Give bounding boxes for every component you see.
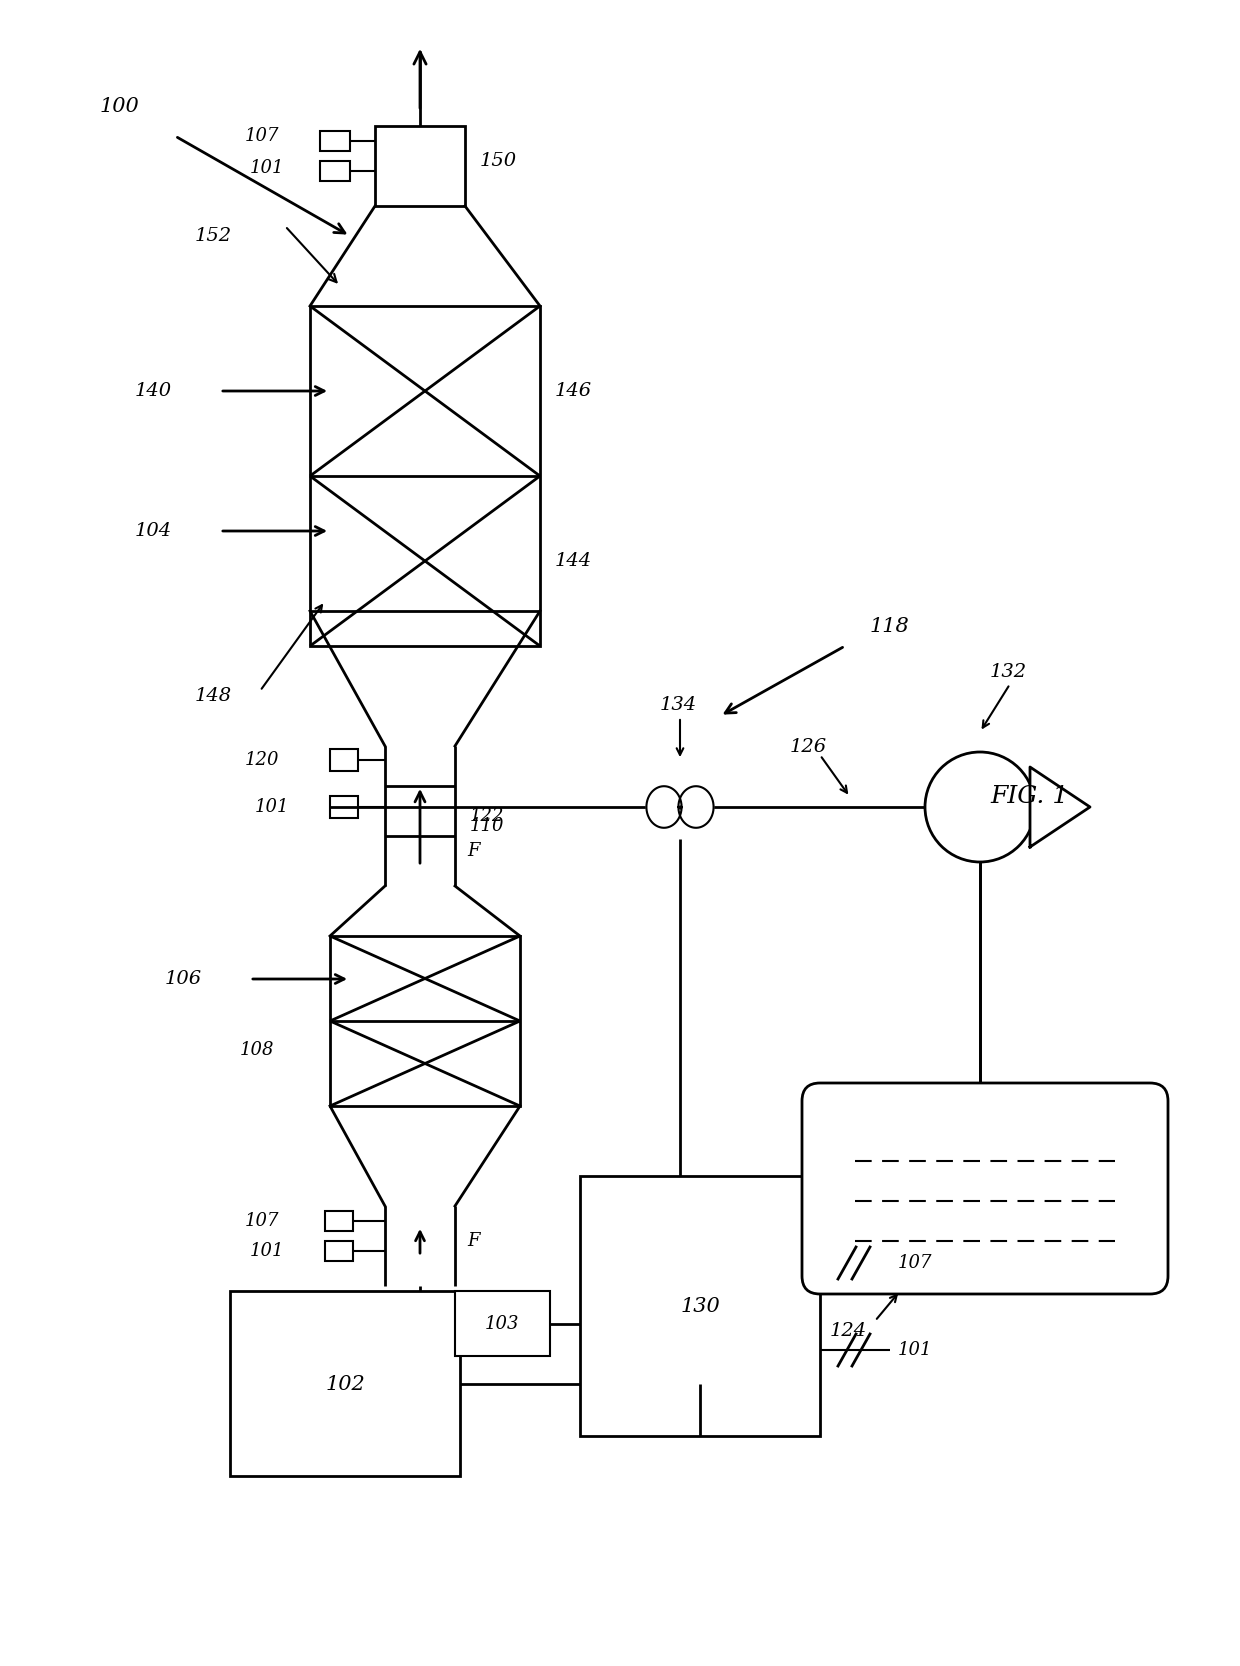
Text: 100: 100 [100, 97, 140, 115]
Text: 146: 146 [556, 382, 593, 400]
Text: 107: 107 [246, 1211, 279, 1230]
Text: F: F [467, 841, 480, 860]
Text: 101: 101 [255, 798, 289, 816]
Text: 102: 102 [325, 1374, 365, 1393]
Polygon shape [646, 786, 682, 828]
Text: 110: 110 [470, 816, 505, 835]
Text: 108: 108 [241, 1041, 274, 1060]
Text: 144: 144 [556, 551, 593, 570]
Text: 107: 107 [898, 1254, 932, 1273]
Text: 107: 107 [246, 127, 279, 145]
Text: 104: 104 [135, 521, 172, 540]
FancyBboxPatch shape [802, 1083, 1168, 1294]
Text: 152: 152 [195, 227, 232, 245]
Bar [330, 750, 358, 771]
Bar [325, 1211, 353, 1231]
Text: 101: 101 [250, 158, 284, 177]
Text: 148: 148 [195, 686, 232, 705]
Text: 130: 130 [680, 1296, 720, 1316]
Text: 106: 106 [165, 970, 202, 988]
Bar [320, 162, 350, 182]
Bar [374, 127, 465, 207]
Bar [330, 936, 520, 1106]
Text: 103: 103 [485, 1314, 520, 1333]
Text: 124: 124 [830, 1323, 867, 1339]
Bar [580, 1176, 820, 1436]
Text: 132: 132 [990, 663, 1027, 681]
Text: 101: 101 [250, 1241, 284, 1259]
Bar [320, 132, 350, 152]
Text: 122: 122 [470, 806, 505, 825]
Text: 120: 120 [246, 751, 279, 770]
Text: 150: 150 [480, 152, 517, 170]
Circle shape [925, 751, 1035, 861]
Bar [455, 1291, 551, 1356]
Bar [229, 1291, 460, 1476]
Bar [330, 796, 358, 818]
Text: FIG. 1: FIG. 1 [991, 785, 1069, 808]
Text: F: F [467, 1231, 480, 1250]
Text: 134: 134 [660, 696, 697, 715]
Text: 140: 140 [135, 382, 172, 400]
Text: 126: 126 [790, 738, 827, 756]
Polygon shape [678, 786, 713, 828]
Text: 101: 101 [898, 1341, 932, 1359]
Polygon shape [1030, 766, 1090, 846]
Bar [310, 307, 539, 646]
Text: 118: 118 [870, 616, 910, 635]
Bar [325, 1241, 353, 1261]
